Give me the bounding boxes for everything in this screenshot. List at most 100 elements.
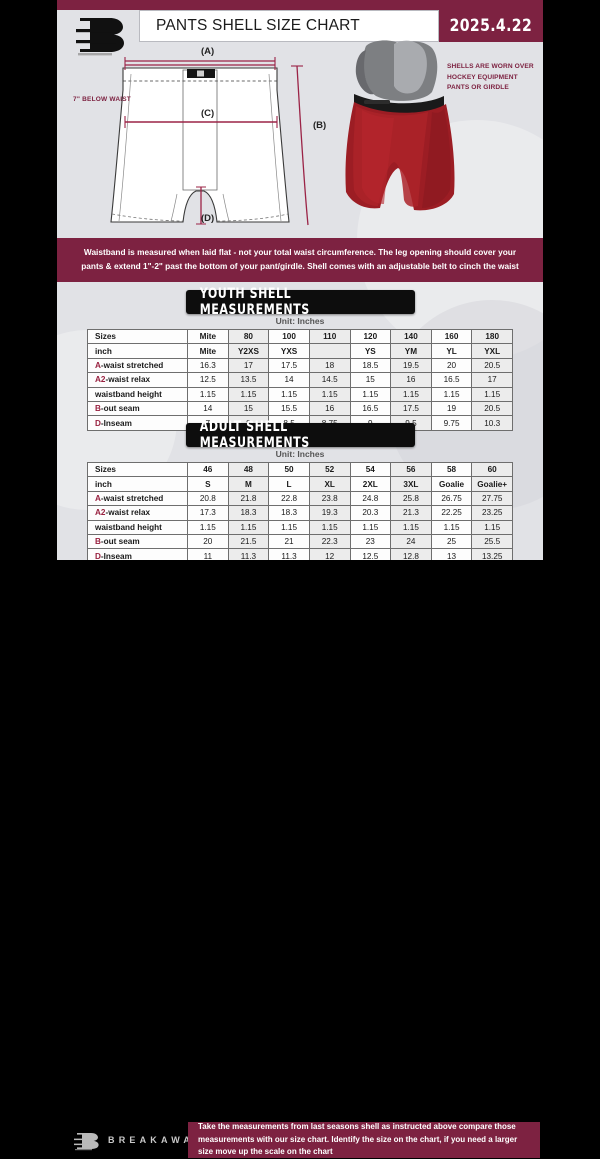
table-cell: 1.15 — [308, 519, 351, 535]
row-label: B-out seam — [87, 533, 188, 550]
table-cell: 17.5 — [268, 357, 310, 374]
row-label: inch — [87, 343, 188, 359]
table-cell: YS — [349, 343, 392, 359]
table-cell: 25 — [430, 533, 473, 550]
table-cell: 16.3 — [187, 357, 229, 374]
row-label: A2-waist relax — [87, 505, 188, 521]
table-cell: 20 — [187, 533, 229, 550]
table-cell: 1.15 — [390, 519, 432, 535]
date-badge: 2025.4.22 — [439, 10, 543, 42]
table-cell: Mite — [187, 343, 229, 359]
row-label: A-waist stretched — [87, 490, 188, 507]
date-text: 2025.4.22 — [449, 16, 533, 36]
row-label: A-waist stretched — [87, 357, 188, 374]
table-cell: M — [227, 476, 270, 492]
table-cell: 12.5 — [187, 372, 229, 388]
table-cell: 1.15 — [308, 386, 351, 402]
table-cell: 21.3 — [390, 505, 432, 521]
product-photo — [345, 40, 455, 211]
table-cell: 21.5 — [227, 533, 270, 550]
table-row: Sizes 46 48 50 52 54 56 58 60 — [87, 461, 513, 478]
photo-note: SHELLS ARE WORN OVER HOCKEY EQUIPMENT PA… — [447, 63, 534, 92]
row-label: waistband height — [87, 386, 188, 402]
adult-banner-label: ADULT SHELL MEASUREMENTS — [199, 419, 310, 451]
pants-technical-diagram: (A) (B) (C) (D) — [65, 44, 335, 234]
table-cell: 1.15 — [430, 519, 473, 535]
table-row: A-waist stretched 20.8 21.8 22.8 23.8 24.8 25.… — [87, 490, 513, 507]
adult-section-banner: ADULT SHELL MEASUREMENTS — [186, 419, 415, 451]
table-cell: 1.15 — [349, 519, 392, 535]
table-cell: 18.3 — [268, 505, 310, 521]
table-cell: YL — [430, 343, 473, 359]
table-row: inch Mite Y2XS YXS YS YM YL YXL — [87, 343, 513, 359]
instruction-text: Waistband is measured when laid flat - n… — [81, 247, 519, 271]
table-cell: 1.15 — [187, 386, 229, 402]
table-cell: 20.5 — [471, 357, 513, 374]
table-cell: 19.5 — [390, 357, 432, 374]
table-cell: 26.75 — [430, 490, 473, 507]
table-cell: 22.25 — [430, 505, 473, 521]
table-cell: 16.5 — [349, 400, 392, 417]
table-cell: 14 — [268, 372, 310, 388]
table-cell: 9.75 — [430, 415, 473, 431]
row-marker: A — [95, 493, 101, 503]
row-label: D-Inseam — [87, 548, 188, 564]
table-cell: XL — [308, 476, 351, 492]
table-cell: 160 — [430, 328, 473, 345]
row-marker: B — [95, 404, 101, 414]
table-cell: 12 — [308, 548, 351, 564]
table-cell: 2XL — [349, 476, 392, 492]
table-cell: Goalie — [430, 476, 473, 492]
table-cell: YM — [390, 343, 432, 359]
table-row: A2-waist relax 17.3 18.3 18.3 19.3 20.3 21.3 22… — [87, 505, 513, 521]
diagram-label-d: (D) — [201, 213, 215, 224]
row-label: waistband height — [87, 519, 188, 535]
row-label: inch — [87, 476, 188, 492]
table-cell: Goalie+ — [471, 476, 513, 492]
title-box: PANTS SHELL SIZE CHART — [139, 10, 439, 42]
row-label: B-out seam — [87, 400, 188, 417]
footer-bar: BREAKAWAY Take the measurements from las… — [0, 560, 600, 1158]
table-cell: 18.3 — [227, 505, 270, 521]
table-cell: 19.3 — [308, 505, 351, 521]
row-label: D-Inseam — [87, 415, 188, 431]
youth-unit-label: Unit: Inches — [275, 316, 325, 326]
table-cell: 58 — [430, 461, 473, 478]
instruction-band: Waistband is measured when laid flat - n… — [57, 238, 543, 282]
table-cell: 56 — [390, 461, 432, 478]
table-cell: 19 — [430, 400, 473, 417]
table-cell: 1.15 — [227, 519, 270, 535]
adult-unit-label: Unit: Inches — [275, 449, 325, 459]
row-marker: D — [95, 551, 101, 561]
table-cell: 22.3 — [308, 533, 351, 550]
breakaway-b-logo-icon-footer — [74, 1133, 99, 1151]
table-cell: Mite — [187, 328, 229, 345]
adult-measurements-table: Sizes 46 48 50 52 54 56 58 60 inch S M L XL 2XL 3XL Goal… — [87, 461, 513, 564]
table-cell: 22.8 — [268, 490, 310, 507]
header-bar: PANTS SHELL SIZE CHART 2025.4.22 — [57, 10, 543, 56]
table-cell: 1.15 — [471, 519, 513, 535]
breakaway-b-logo-icon — [76, 18, 124, 56]
row-label: Sizes — [87, 328, 188, 345]
row-marker: A2 — [95, 375, 106, 385]
table-cell: 17.5 — [390, 400, 432, 417]
table-cell: YXS — [268, 343, 310, 359]
table-cell: 20.8 — [187, 490, 229, 507]
table-cell: 16.5 — [430, 372, 473, 388]
table-row: B-out seam 20 21.5 21 22.3 23 24 25 25.5 — [87, 533, 513, 550]
diagram-label-b: (B) — [313, 120, 327, 131]
table-cell: 23.8 — [308, 490, 351, 507]
table-row: Sizes Mite 80 100 110 120 140 160 180 — [87, 328, 513, 345]
table-cell: 17 — [471, 372, 513, 388]
table-cell: 1.15 — [430, 386, 473, 402]
table-cell: 1.15 — [187, 519, 229, 535]
diagram-label-a: (A) — [201, 46, 215, 57]
youth-banner-label: YOUTH SHELL MEASUREMENTS — [199, 286, 310, 318]
table-cell: 13.5 — [227, 372, 270, 388]
youth-measurements-table: Sizes Mite 80 100 110 120 140 160 180 inch Mite Y2X… — [87, 328, 513, 431]
table-cell: 120 — [349, 328, 392, 345]
top-accent-strip — [57, 0, 543, 10]
table-cell: 16 — [390, 372, 432, 388]
table-cell: YXL — [471, 343, 513, 359]
